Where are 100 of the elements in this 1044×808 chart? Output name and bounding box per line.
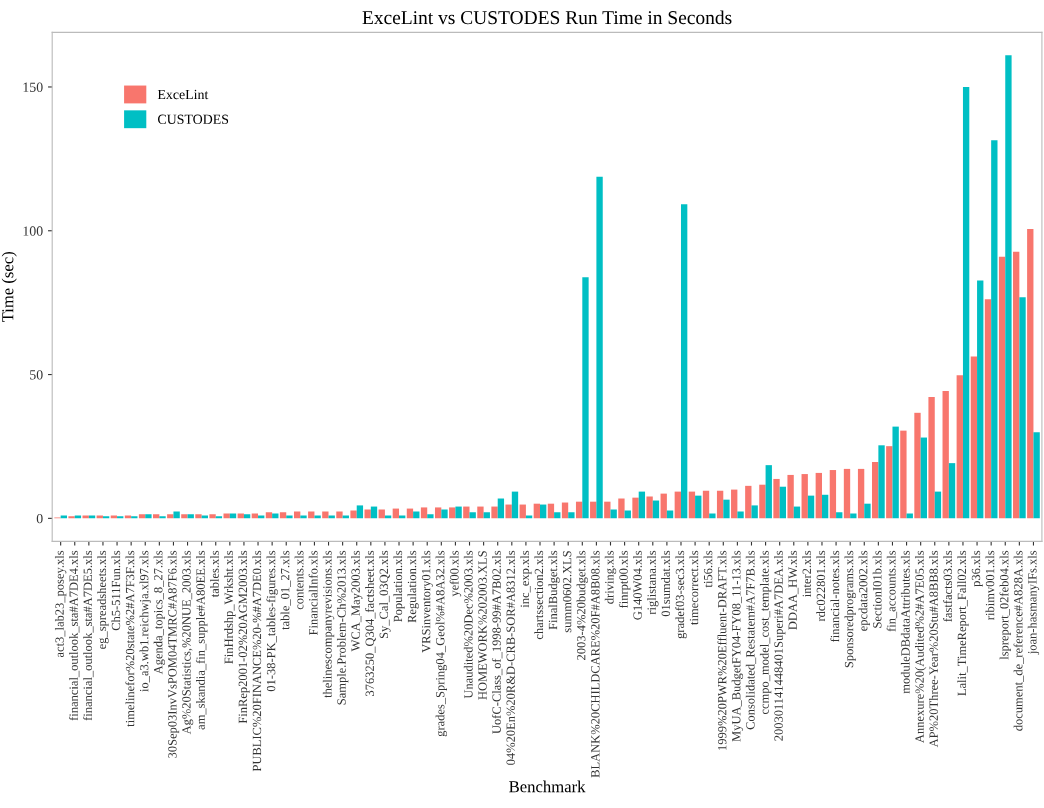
bar bbox=[469, 512, 476, 519]
x-tick-label: 2003-4%20budget.xls bbox=[576, 550, 588, 660]
bar bbox=[568, 512, 575, 519]
bar bbox=[74, 515, 82, 519]
x-tick-label: UofC-Class_of_1998-99#A7B02.xls bbox=[491, 550, 503, 734]
bar bbox=[920, 437, 928, 519]
x-tick-label: 1999%20PWR%20Effluent-DRAFT.xls bbox=[717, 550, 727, 750]
x-tick-label: ti56.xls bbox=[703, 550, 713, 588]
bar bbox=[215, 516, 223, 519]
x-tick-label: timelinefor%20state%2#A7F3F.xls bbox=[125, 550, 135, 727]
x-tick-label: inc_exp.xls bbox=[520, 550, 532, 608]
bar bbox=[384, 515, 392, 519]
bar bbox=[765, 465, 772, 519]
x-tick-label: MyUA_BudgetFY04-FY08_11-13.xls bbox=[731, 550, 744, 742]
bar bbox=[1013, 251, 1020, 519]
bar bbox=[709, 513, 716, 519]
bar bbox=[815, 472, 822, 519]
bar bbox=[991, 140, 998, 519]
x-tick-label: 01sumdat.xls bbox=[661, 550, 671, 617]
bar bbox=[314, 515, 321, 519]
chart-title: ExceLint vs CUSTODES Run Time in Seconds bbox=[362, 10, 732, 25]
y-tick-label: 50 bbox=[30, 370, 43, 380]
bar bbox=[695, 495, 702, 519]
x-tick-label: 3763250_Q304_factsheet.xls bbox=[365, 550, 376, 696]
bar bbox=[463, 506, 470, 519]
bar bbox=[378, 509, 385, 519]
bar bbox=[413, 511, 420, 519]
bar bbox=[399, 515, 406, 519]
x-tick-label: document_de_reference#A828A.xls bbox=[1013, 550, 1024, 731]
bar bbox=[300, 515, 307, 519]
bar bbox=[449, 507, 456, 519]
y-axis-title: Time (sec) bbox=[1, 252, 17, 323]
x-tick-label: WCA_May2003.xls bbox=[351, 550, 363, 652]
bar bbox=[906, 513, 913, 519]
bar bbox=[173, 511, 180, 519]
bar bbox=[745, 485, 752, 519]
x-tick-label: summ0602.XLS bbox=[562, 551, 572, 633]
x-tick-label: tables.xls bbox=[210, 550, 219, 598]
x-tick-label: Regulation.xls bbox=[407, 550, 419, 623]
bar bbox=[68, 516, 75, 519]
bar bbox=[942, 390, 949, 519]
bar bbox=[872, 461, 879, 519]
bar bbox=[477, 506, 484, 519]
bar bbox=[167, 514, 174, 519]
bar bbox=[836, 512, 843, 519]
x-tick-label: Annexure%20(Audited%2#A7E05.xls bbox=[915, 550, 927, 743]
bar bbox=[878, 445, 885, 519]
x-tick-label: table_01_27.xls bbox=[280, 550, 291, 630]
x-tick-label: finrpt00.xls bbox=[618, 550, 631, 608]
x-tick-label: driving.xls bbox=[604, 550, 617, 604]
bar bbox=[843, 468, 851, 519]
x-tick-label: BLANK%20CHILDCARE%20F#A8B08.xls bbox=[590, 550, 600, 778]
bar bbox=[547, 503, 555, 519]
x-tick-label: chartssection2.xls bbox=[534, 550, 544, 640]
bar bbox=[646, 496, 653, 519]
legend-label: CUSTODES bbox=[157, 114, 229, 124]
bar bbox=[350, 510, 357, 519]
bar bbox=[82, 515, 89, 519]
bar bbox=[1033, 432, 1040, 519]
bar bbox=[427, 514, 434, 519]
bar bbox=[984, 299, 992, 519]
bar bbox=[511, 491, 519, 519]
x-tick-label: DDAA_HW.xls bbox=[788, 550, 799, 630]
bar bbox=[674, 491, 681, 519]
x-tick-label: financial-notes.xls bbox=[830, 550, 840, 642]
bar bbox=[773, 478, 780, 519]
bar bbox=[638, 491, 646, 519]
bar bbox=[702, 490, 710, 519]
x-tick-label: fastfacts03.xls bbox=[943, 550, 953, 622]
bar bbox=[308, 511, 315, 519]
x-tick-label: Ag%20Statistics,%20NUE_2003.xls bbox=[181, 550, 194, 735]
bar bbox=[483, 512, 490, 519]
x-tick-label: lspreport_02feb04.xls bbox=[999, 550, 1011, 660]
bar bbox=[342, 515, 349, 519]
x-tick-label: PUBLIC%20FINANCE%20-%#A7DE0.xls bbox=[252, 550, 262, 772]
x-tick-label: 30Sep03InvVsPOM04TMRC#A87F6.xls bbox=[167, 550, 180, 758]
x-tick-label: financial_outlook_sta#A7DE5.xls bbox=[83, 550, 94, 721]
bar bbox=[336, 511, 343, 519]
bar bbox=[688, 491, 696, 519]
bar bbox=[660, 493, 667, 519]
x-tick-label: Agenda_topics_8_27.xls bbox=[153, 550, 166, 675]
bar bbox=[533, 503, 541, 519]
bar bbox=[977, 280, 984, 519]
bar bbox=[737, 511, 744, 519]
bar bbox=[914, 412, 921, 519]
bar bbox=[145, 514, 152, 519]
bar bbox=[1027, 229, 1034, 519]
bar bbox=[680, 204, 688, 519]
x-tick-label: riglistana.xls bbox=[647, 550, 659, 615]
bar bbox=[181, 514, 188, 519]
bar bbox=[258, 515, 265, 519]
bar bbox=[364, 509, 371, 519]
x-tick-label: contents.xls bbox=[294, 550, 304, 610]
x-tick-label: timecorrect.xls bbox=[689, 550, 699, 625]
bar bbox=[751, 505, 758, 519]
bar bbox=[575, 501, 583, 519]
bar bbox=[956, 375, 963, 519]
x-tick-label: ribimv001.xls bbox=[985, 550, 995, 620]
bar bbox=[962, 86, 970, 519]
x-tick-label: grades_Spring04_Geol%#A8A32.xls bbox=[435, 550, 447, 737]
